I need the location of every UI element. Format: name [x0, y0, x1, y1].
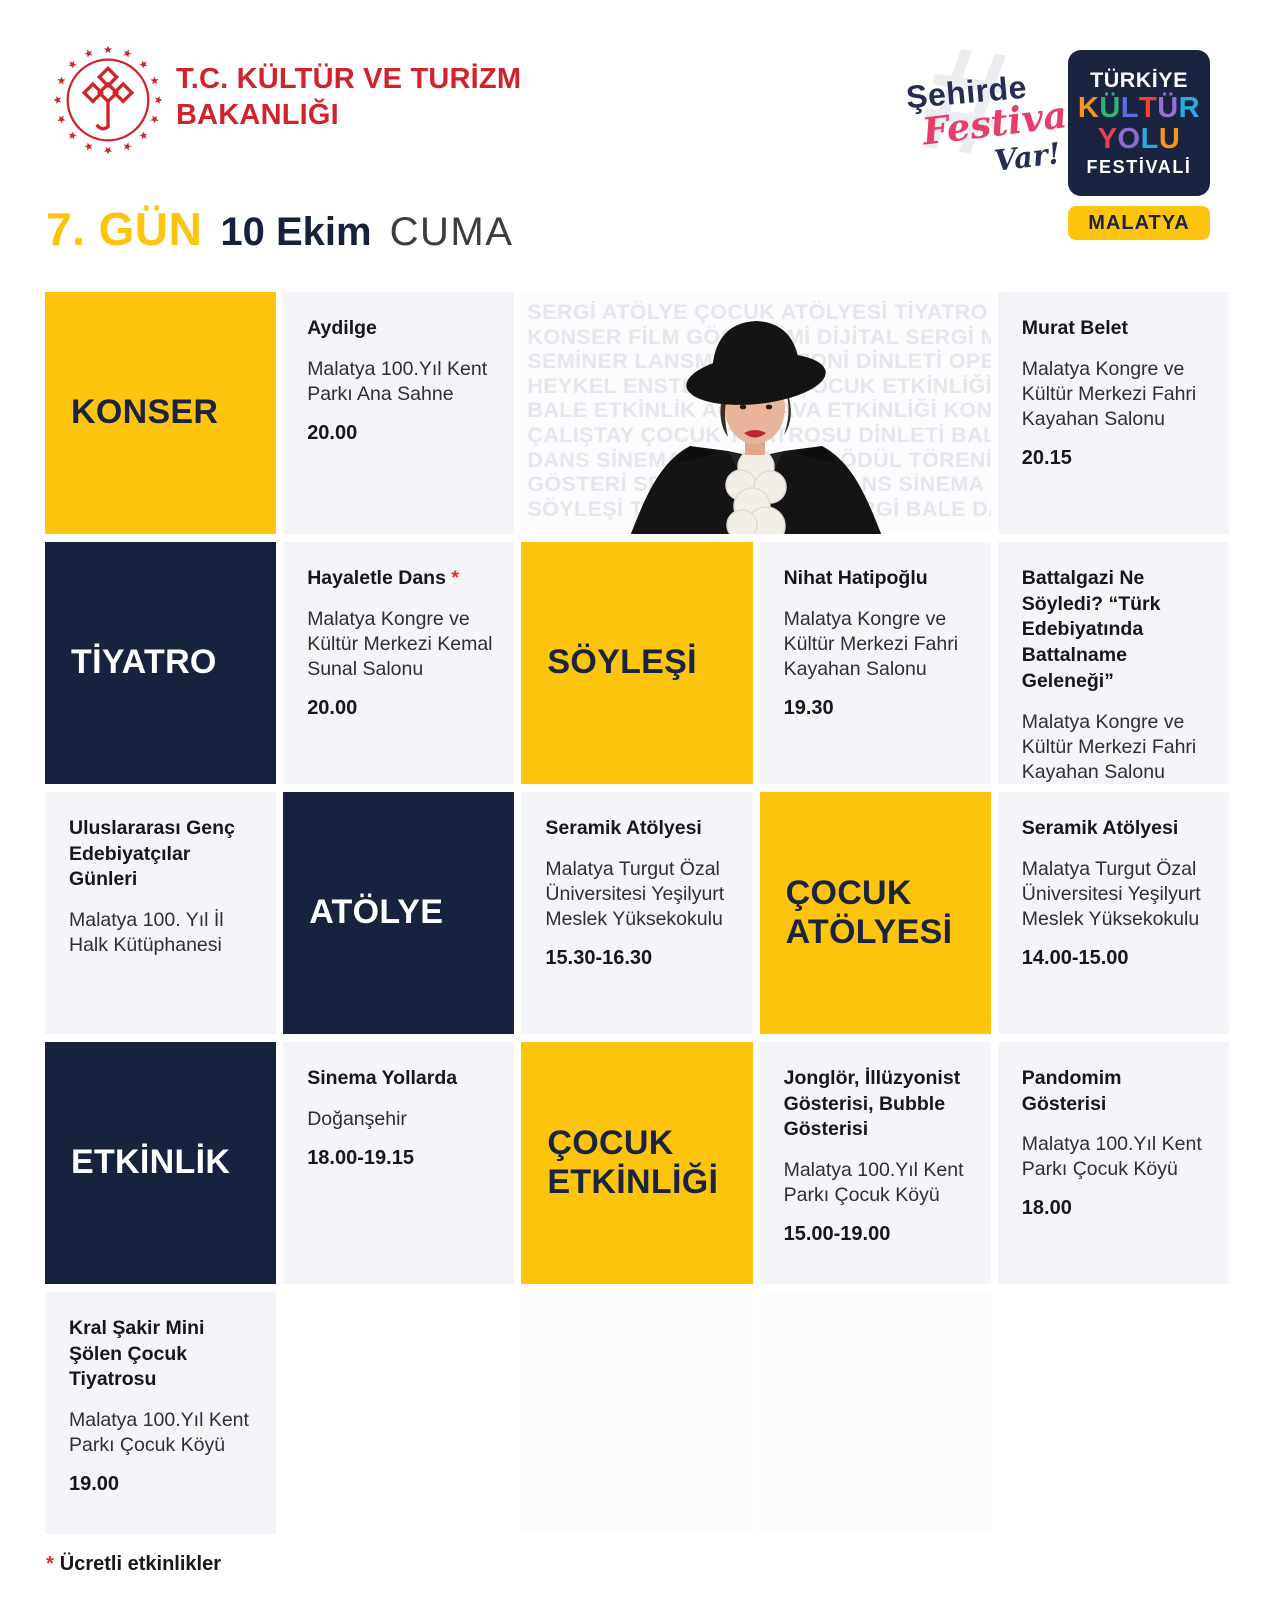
- category-konser: KONSER: [45, 292, 277, 534]
- yolu-letter: U: [1158, 123, 1181, 155]
- empty-cell: [759, 1292, 991, 1534]
- date: 10 Ekim: [220, 210, 372, 254]
- event-card-murat-belet: Murat Belet Malatya Kongre ve Kültür Mer…: [997, 292, 1229, 534]
- category-cocuk-etkinligi: ÇOCUK ETKİNLİĞİ: [521, 1042, 753, 1284]
- event-title-text: Hayaletle Dans: [307, 567, 446, 589]
- ministry-name: T.C. KÜLTÜR VE TURİZM BAKANLIĞI: [176, 62, 521, 134]
- category-atolye: ATÖLYE: [283, 792, 515, 1034]
- event-title: Seramik Atölyesi: [545, 817, 702, 839]
- day-number: 7. GÜN: [46, 203, 203, 255]
- event-time: 14.00-15.00: [1021, 946, 1129, 969]
- event-title: Jonglör, İllüzyonist Gösterisi, Bubble G…: [783, 1067, 961, 1141]
- campaign-logo: # Şehirde Festival Var!: [896, 11, 1084, 189]
- event-venue: Malatya 100.Yıl Kent Parkı Ana Sahne: [307, 357, 488, 405]
- event-time: 15.30-16.30: [545, 946, 653, 969]
- ministry-name-line1: T.C. KÜLTÜR VE TURİZM: [176, 63, 522, 95]
- event-card-sinema-yollarda: Sinema Yollarda Doğanşehir 18.00-19.15: [283, 1042, 515, 1284]
- category-cocuk-atolyesi: ÇOCUK ATÖLYESİ: [759, 792, 991, 1034]
- artist-photo-cell: SERGİ ATÖLYE ÇOCUK ATÖLYESİ TİYATRO SÖYL…: [521, 292, 991, 534]
- event-time: 18.00: [1021, 1197, 1072, 1220]
- empty-cell: [283, 1292, 514, 1534]
- event-title: Murat Belet: [1021, 317, 1128, 339]
- artist-photo: [630, 321, 882, 534]
- kultur-letter: T: [1139, 92, 1158, 125]
- event-card-edebiyat-gunleri: Uluslararası Genç Edebiyatçılar Günleri …: [45, 792, 277, 1034]
- event-time: 20.00: [307, 696, 358, 719]
- ministry-logo-icon: [52, 44, 164, 156]
- event-venue: Malatya 100.Yıl Kent Parkı Çocuk Köyü: [69, 1409, 249, 1457]
- weekday: CUMA: [389, 210, 514, 254]
- event-venue: Malatya Kongre ve Kültür Merkezi Fahri K…: [1021, 357, 1197, 430]
- category-soylesi: SÖYLEŞİ: [521, 542, 753, 784]
- event-time: 20.15: [1021, 446, 1072, 469]
- festival-logo-turkiye: TÜRKİYE: [1090, 68, 1188, 93]
- category-tiyatro: TİYATRO: [45, 542, 277, 784]
- paid-note-text: Ücretli etkinlikler: [59, 1553, 221, 1575]
- event-title: Kral Şakir Mini Şölen Çocuk Tiyatrosu: [69, 1317, 205, 1391]
- event-card-battalgazi: Battalgazi Ne Söyledi? “Türk Edebiyatınd…: [997, 542, 1229, 822]
- event-title: Hayaletle Dans *: [307, 566, 496, 592]
- ministry-name-line2: BAKANLIĞI: [176, 98, 339, 131]
- festival-logo: TÜRKİYE K Ü L T Ü R Y O L U FESTİVALİ: [1068, 50, 1210, 196]
- event-time: 19.00: [69, 1473, 120, 1496]
- event-venue: Malatya Kongre ve Kültür Merkezi Fahri K…: [783, 607, 959, 680]
- event-card-jonglor: Jonglör, İllüzyonist Gösterisi, Bubble G…: [759, 1042, 991, 1284]
- category-etkinlik: ETKİNLİK: [45, 1042, 277, 1284]
- event-card-hayaletle-dans: Hayaletle Dans * Malatya Kongre ve Kültü…: [283, 542, 515, 784]
- event-time: 15.00-19.00: [783, 1223, 891, 1246]
- event-time: 18.00-19.15: [307, 1146, 414, 1169]
- event-venue: Malatya 100.Yıl Kent Parkı Çocuk Köyü: [1021, 1133, 1202, 1181]
- event-venue: Malatya Turgut Özal Üniversitesi Yeşilyu…: [545, 857, 725, 930]
- event-venue: Malatya Turgut Özal Üniversitesi Yeşilyu…: [1021, 857, 1201, 930]
- kultur-letter: R: [1178, 92, 1201, 125]
- kultur-letter: K: [1077, 92, 1100, 125]
- event-title: Aydilge: [307, 317, 377, 339]
- empty-cell: [521, 1292, 753, 1534]
- event-card-nihat-hatipoglu: Nihat Hatipoğlu Malatya Kongre ve Kültür…: [759, 542, 991, 784]
- event-card-seramik-atolyesi: Seramik Atölyesi Malatya Turgut Özal Üni…: [521, 792, 753, 1034]
- event-venue: Malatya Kongre ve Kültür Merkezi Kemal S…: [307, 607, 493, 680]
- event-card-seramik-atolyesi-cocuk: Seramik Atölyesi Malatya Turgut Özal Üni…: [997, 792, 1229, 1034]
- campaign-word-var: Var!: [992, 136, 1063, 178]
- schedule-grid: KONSER Aydilge Malatya 100.Yıl Kent Park…: [45, 292, 1229, 1534]
- event-title: Pandomim Gösterisi: [1021, 1067, 1122, 1115]
- event-venue: Malatya 100.Yıl Kent Parkı Çocuk Köyü: [783, 1159, 964, 1207]
- event-card-kral-sakir: Kral Şakir Mini Şölen Çocuk Tiyatrosu Ma…: [45, 1292, 277, 1534]
- event-venue: Malatya 100. Yıl İl Halk Kütüphanesi: [69, 909, 224, 957]
- event-time: 20.00: [307, 421, 358, 444]
- kultur-letter: Ü: [1099, 92, 1121, 125]
- festival-logo-yolu: Y O L U: [1097, 123, 1181, 155]
- yolu-letter: Y: [1097, 123, 1118, 155]
- event-time: 19.30: [783, 696, 834, 719]
- city-badge: MALATYA: [1068, 206, 1210, 240]
- event-title: Nihat Hatipoğlu: [783, 567, 928, 589]
- kultur-letter: Ü: [1157, 92, 1179, 125]
- watermark-line: SERGİ ATÖLYE ÇOCUK ATÖLYESİ TİYATRO SÖYL…: [527, 300, 990, 324]
- event-title: Sinema Yollarda: [307, 1067, 458, 1089]
- event-venue: Doğanşehir: [307, 1107, 407, 1130]
- paid-event-marker: *: [451, 567, 459, 589]
- paid-marker-icon: *: [46, 1553, 54, 1575]
- festival-logo-kultur: K Ü L T Ü R: [1078, 94, 1200, 124]
- day-title: 7. GÜN 10 Ekim CUMA: [46, 202, 513, 256]
- festival-logo-festivali: FESTİVALİ: [1086, 156, 1192, 177]
- yolu-letter: L: [1140, 123, 1159, 155]
- event-venue: Malatya Kongre ve Kültür Merkezi Fahri K…: [1021, 710, 1197, 783]
- empty-cell: [998, 1292, 1229, 1534]
- event-title: Battalgazi Ne Söyledi? “Türk Edebiyatınd…: [1021, 567, 1161, 692]
- event-title: Uluslararası Genç Edebiyatçılar Günleri: [69, 817, 235, 891]
- event-title: Seramik Atölyesi: [1021, 817, 1179, 839]
- event-card-aydilge: Aydilge Malatya 100.Yıl Kent Parkı Ana S…: [283, 292, 515, 534]
- paid-events-note: * Ücretli etkinlikler: [46, 1553, 221, 1576]
- event-card-pandomim: Pandomim Gösterisi Malatya 100.Yıl Kent …: [997, 1042, 1229, 1284]
- kultur-letter: L: [1120, 92, 1139, 125]
- yolu-letter: O: [1117, 123, 1141, 155]
